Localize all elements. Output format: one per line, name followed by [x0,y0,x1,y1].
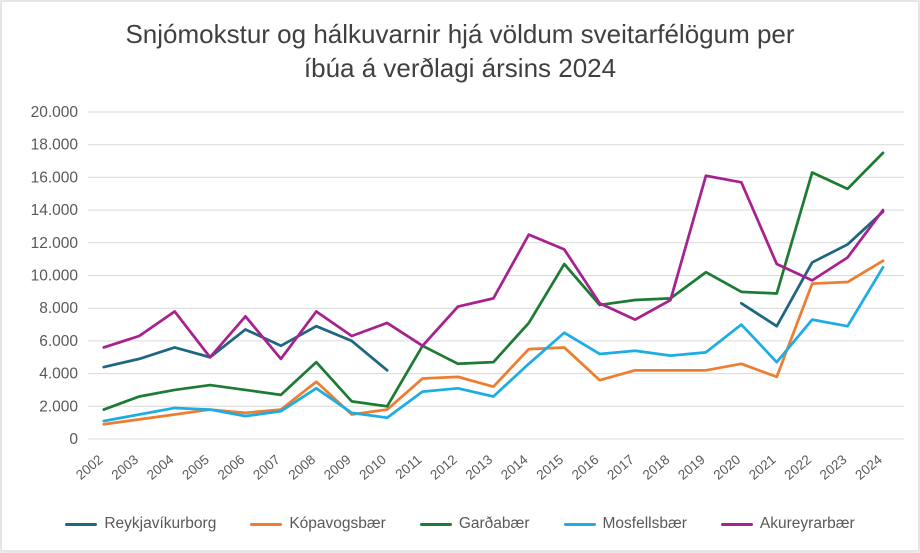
svg-text:2010: 2010 [356,452,389,483]
svg-text:2005: 2005 [179,452,212,483]
svg-text:2022: 2022 [781,452,814,483]
svg-text:6.000: 6.000 [39,333,78,350]
svg-text:2016: 2016 [569,452,602,483]
svg-text:12.000: 12.000 [31,235,79,252]
svg-text:2006: 2006 [215,452,248,483]
svg-text:2019: 2019 [675,452,708,483]
svg-text:4.000: 4.000 [39,366,78,383]
svg-text:2015: 2015 [534,452,567,483]
svg-text:2007: 2007 [250,452,283,483]
svg-text:2014: 2014 [498,452,531,483]
svg-text:2023: 2023 [817,452,850,483]
svg-text:2.000: 2.000 [39,398,78,415]
svg-text:2004: 2004 [144,452,177,483]
svg-text:8.000: 8.000 [39,300,78,317]
svg-text:2002: 2002 [73,452,106,483]
svg-text:2008: 2008 [286,452,319,483]
svg-text:14.000: 14.000 [31,202,79,219]
svg-text:2018: 2018 [640,452,673,483]
svg-text:2011: 2011 [393,452,425,482]
svg-text:16.000: 16.000 [31,169,79,186]
svg-text:20.000: 20.000 [31,104,79,121]
svg-text:2021: 2021 [746,452,779,483]
svg-text:2020: 2020 [711,452,744,483]
svg-text:2024: 2024 [852,452,885,483]
svg-text:18.000: 18.000 [31,137,79,154]
svg-text:2017: 2017 [604,452,637,483]
svg-text:0: 0 [69,431,78,448]
svg-text:10.000: 10.000 [31,268,79,285]
svg-text:2009: 2009 [321,452,354,483]
svg-text:2012: 2012 [427,452,460,483]
svg-text:2003: 2003 [108,452,141,483]
svg-text:2013: 2013 [463,452,496,483]
